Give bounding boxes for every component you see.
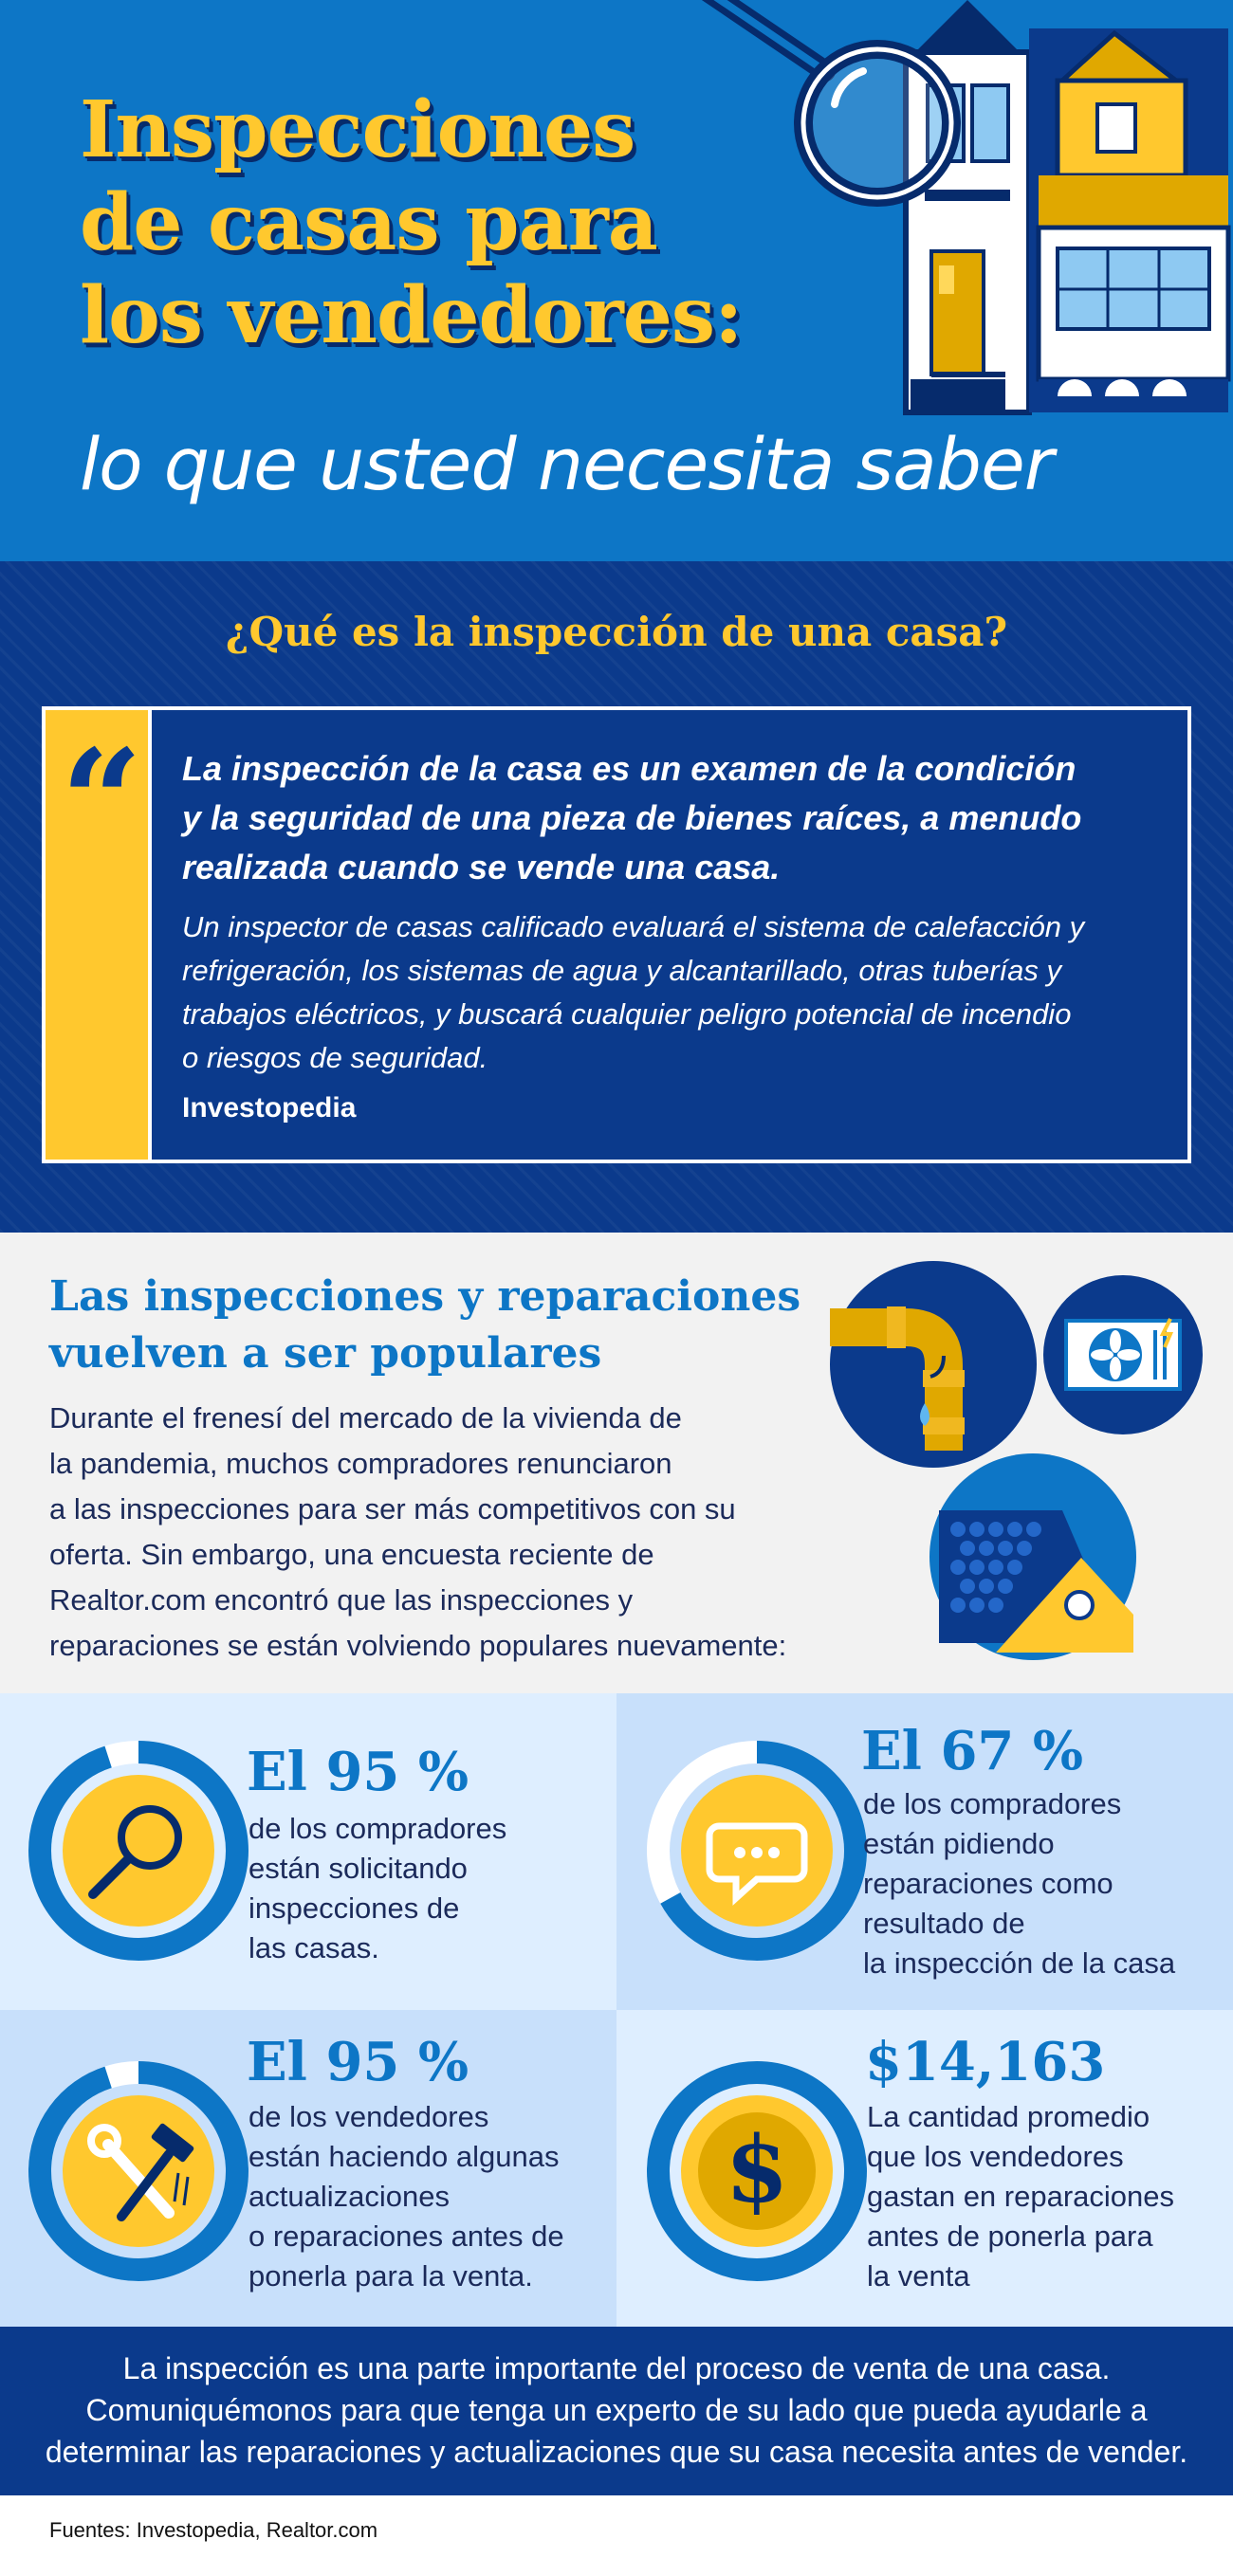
body-line: a las inspecciones para ser más competit… [49, 1492, 736, 1526]
stat-line: están pidiendo [863, 1827, 1055, 1860]
quote-main-text: La inspección de la casa es un examen de… [182, 744, 1150, 892]
stat-line: la inspección de la casa [863, 1946, 1176, 1980]
popular-heading: Las inspecciones y reparaciones vuelven … [49, 1269, 837, 1382]
quote-box: “ La inspección de la casa es un examen … [42, 706, 1191, 1163]
svg-text:$: $ [726, 2116, 789, 2223]
dollar-coin-icon: $ [647, 2061, 867, 2281]
popular-body: Durante el frenesí del mercado de la viv… [49, 1396, 856, 1669]
stat-line: de los vendedores [248, 2100, 489, 2133]
body-line: Durante el frenesí del mercado de la viv… [49, 1401, 682, 1434]
title-line: Inspecciones [80, 84, 635, 175]
footer-line: Comuniquémonos para que tenga un experto… [85, 2393, 1148, 2427]
stat-card: El 95 % de los vendedores están haciendo… [0, 2010, 616, 2327]
stat-line: las casas. [248, 1931, 379, 1964]
roof-icon [929, 1453, 1136, 1660]
stat-card: $ $14,163 La cantidad promedio que los v… [616, 2010, 1233, 2327]
stat-description: de los compradores están pidiendo repara… [863, 1784, 1175, 1983]
title-line: los vendedores: [80, 270, 743, 361]
heading-line: Las inspecciones y reparaciones [49, 1272, 801, 1321]
detail-line: trabajos eléctricos, y buscará cualquier… [182, 997, 1072, 1031]
quote-bar: “ [46, 710, 152, 1160]
stat-value: El 95 % [247, 2031, 469, 2093]
stat-card: El 95 % de los compradores están solicit… [0, 1693, 616, 2010]
page-title: Inspecciones de casas para los vendedore… [80, 83, 743, 362]
stat-description: de los compradores están solicitando ins… [248, 1809, 506, 1968]
definition-heading: ¿Qué es la inspección de una casa? [225, 609, 1008, 655]
stat-value: $14,163 [865, 2031, 1106, 2093]
air-conditioner-icon [1043, 1275, 1203, 1434]
popular-section: Las inspecciones y reparaciones vuelven … [0, 1233, 1233, 1693]
sources-note: Fuentes: Investopedia, Realtor.com [49, 2518, 378, 2542]
footer-line: La inspección es una parte importante de… [122, 2351, 1111, 2385]
stat-line: antes de ponerla para [867, 2220, 1153, 2253]
footer-cta: La inspección es una parte importante de… [0, 2327, 1233, 2495]
detail-line: Un inspector de casas calificado evaluar… [182, 910, 1085, 943]
title-line: de casas para [80, 177, 658, 268]
body-line: reparaciones se están volviendo populare… [49, 1629, 787, 1662]
stat-value: El 67 % [861, 1720, 1084, 1782]
footer-text: La inspección es una parte importante de… [38, 2348, 1195, 2473]
quote-line: La inspección de la casa es un examen de… [182, 749, 1077, 788]
magnifying-glass-icon [28, 1741, 248, 1961]
header-banner: Inspecciones de casas para los vendedore… [0, 0, 1233, 561]
stat-card: El 67 % de los compradores están pidiend… [616, 1693, 1233, 2010]
stat-description: La cantidad promedio que los vendedores … [867, 2097, 1174, 2296]
speech-bubble-icon [647, 1741, 867, 1961]
page-subtitle: lo que usted necesita saber [80, 422, 1054, 506]
stat-line: de los compradores [248, 1812, 507, 1845]
house-magnifier-illustration [701, 0, 1231, 415]
stat-line: están solicitando [248, 1852, 468, 1885]
stat-line: la venta [867, 2259, 970, 2293]
stat-line: ponerla para la venta. [248, 2259, 533, 2293]
stats-grid: El 95 % de los compradores están solicit… [0, 1693, 1233, 2327]
stat-line: actualizaciones [248, 2180, 450, 2213]
leaking-pipe-icon [830, 1261, 1037, 1468]
stat-line: La cantidad promedio [867, 2100, 1150, 2133]
stat-value: El 95 % [247, 1741, 469, 1803]
quote-detail-text: Un inspector de casas calificado evaluar… [182, 905, 1159, 1080]
stat-line: que los vendedores [867, 2140, 1124, 2173]
stat-line: gastan en reparaciones [867, 2180, 1175, 2213]
quote-line: y la seguridad de una pieza de bienes ra… [182, 798, 1082, 837]
quote-line: realizada cuando se vende una casa. [182, 848, 781, 886]
stat-line: reparaciones como [863, 1867, 1113, 1900]
detail-line: o riesgos de seguridad. [182, 1041, 488, 1074]
definition-section: ¿Qué es la inspección de una casa? “ La … [0, 561, 1233, 1233]
stat-description: de los vendedores están haciendo algunas… [248, 2097, 564, 2296]
stat-line: resultado de [863, 1907, 1025, 1940]
footer-line: determinar las reparaciones y actualizac… [45, 2435, 1188, 2469]
body-line: oferta. Sin embargo, una encuesta recien… [49, 1538, 654, 1571]
stat-line: inspecciones de [248, 1891, 460, 1925]
quote-mark-icon: “ [61, 719, 143, 886]
body-line: la pandemia, muchos compradores renuncia… [49, 1447, 672, 1480]
stat-line: están haciendo algunas [248, 2140, 560, 2173]
quote-source: Investopedia [182, 1092, 357, 1124]
stat-line: de los compradores [863, 1787, 1122, 1820]
heading-line: vuelven a ser populares [49, 1329, 602, 1378]
stat-line: o reparaciones antes de [248, 2220, 564, 2253]
body-line: Realtor.com encontró que las inspeccione… [49, 1583, 634, 1617]
tools-icon [28, 2061, 248, 2281]
detail-line: refrigeración, los sistemas de agua y al… [182, 954, 1062, 987]
